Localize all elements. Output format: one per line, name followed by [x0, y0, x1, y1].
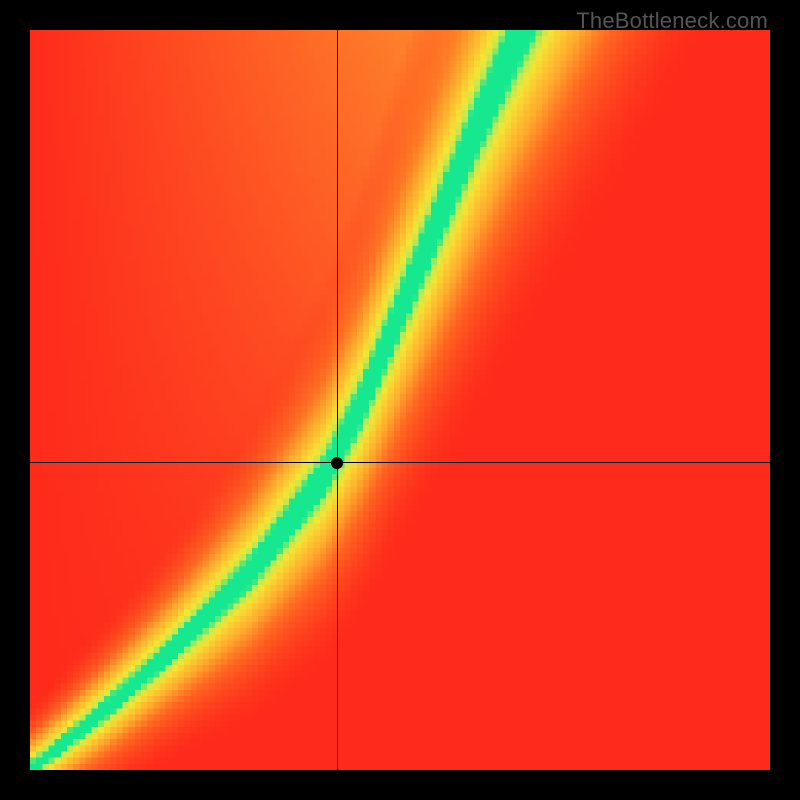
- crosshair-vertical: [337, 30, 338, 770]
- watermark-text: TheBottleneck.com: [576, 8, 768, 34]
- crosshair-horizontal: [30, 462, 770, 463]
- marker-dot: [331, 457, 343, 469]
- chart-stage: TheBottleneck.com: [0, 0, 800, 800]
- bottleneck-heatmap: [30, 30, 770, 770]
